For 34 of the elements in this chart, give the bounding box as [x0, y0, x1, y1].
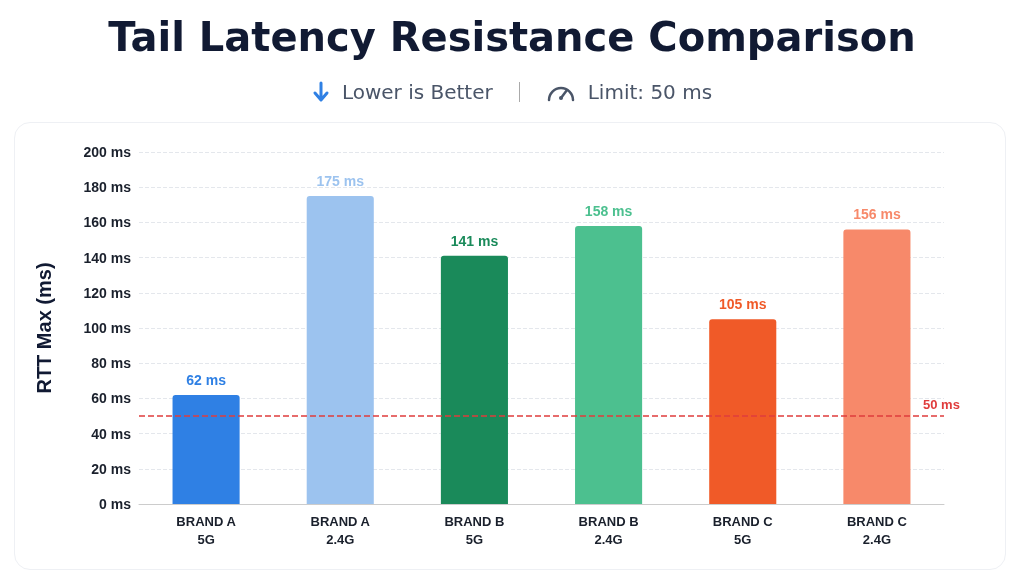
y-tick-label: 100 ms [83, 320, 132, 336]
data-label: 156 ms [853, 206, 901, 223]
y-axis-title: RTT Max (ms) [33, 262, 55, 394]
y-tick-label: 160 ms [83, 214, 132, 231]
data-label: 105 ms [719, 296, 767, 313]
x-tick-label: BRAND A 5G [176, 513, 237, 547]
y-tick-label: 200 ms [83, 144, 132, 160]
data-label: 141 ms [450, 232, 499, 249]
y-tick-label: 120 ms [83, 284, 132, 301]
bar [575, 225, 643, 504]
ref-line-label: 50 ms [923, 396, 960, 412]
x-tick-label: BRAND B 2.4G [578, 513, 639, 547]
y-tick-label: 60 ms [91, 390, 132, 407]
text: Limit: 50 ms [587, 80, 713, 104]
bar [709, 319, 777, 504]
y-tick-label: 180 ms [83, 179, 132, 196]
y-tick-label: 20 ms [91, 460, 132, 477]
x-tick-label: BRAND B 5G [444, 513, 505, 547]
y-tick-label: 140 ms [83, 249, 132, 266]
data-label: 158 ms [584, 202, 633, 219]
bar [440, 255, 508, 504]
bar [843, 229, 911, 504]
y-tick-label: 0 ms [99, 496, 132, 512]
x-tick-label: BRAND C 5G [712, 513, 774, 547]
y-tick-label: 40 ms [91, 425, 132, 442]
chart-title: Tail Latency Resistance Comparison [107, 14, 917, 60]
x-tick-label: BRAND C 2.4G [846, 513, 908, 547]
bar [172, 394, 240, 504]
chart-subtitle: Lower is Better [341, 80, 493, 104]
y-tick-label: 80 ms [91, 355, 132, 372]
data-label: 175 ms [316, 173, 365, 189]
x-tick-label: BRAND A 2.4G [310, 513, 371, 547]
bar [306, 196, 374, 504]
data-label: 62 ms [186, 371, 227, 388]
